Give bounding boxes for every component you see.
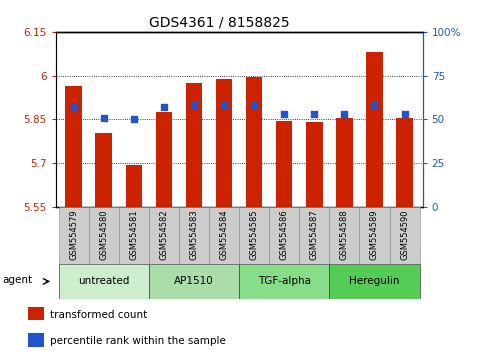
Text: TGF-alpha: TGF-alpha [258, 276, 311, 286]
Text: GSM554586: GSM554586 [280, 209, 289, 259]
FancyBboxPatch shape [359, 207, 389, 264]
FancyBboxPatch shape [209, 207, 239, 264]
FancyBboxPatch shape [389, 207, 420, 264]
Text: Heregulin: Heregulin [349, 276, 400, 286]
Text: GSM554585: GSM554585 [250, 209, 258, 259]
Bar [246, 77, 262, 207]
Bar [28, 333, 44, 347]
Bar [65, 86, 82, 207]
Point [160, 104, 168, 110]
Bar [336, 118, 353, 207]
Point [70, 104, 77, 110]
FancyBboxPatch shape [179, 207, 209, 264]
Text: GSM554581: GSM554581 [129, 209, 138, 259]
Point [190, 103, 198, 108]
Point [280, 112, 288, 117]
FancyBboxPatch shape [329, 264, 420, 299]
Bar [396, 118, 413, 207]
Text: AP1510: AP1510 [174, 276, 214, 286]
Text: transformed count: transformed count [50, 310, 147, 320]
Text: GSM554583: GSM554583 [189, 209, 199, 259]
FancyBboxPatch shape [239, 207, 269, 264]
Point [370, 103, 378, 108]
Bar [276, 121, 293, 207]
FancyBboxPatch shape [58, 207, 89, 264]
FancyBboxPatch shape [58, 264, 149, 299]
Text: GSM554588: GSM554588 [340, 209, 349, 259]
Text: GSM554589: GSM554589 [370, 209, 379, 259]
Text: GSM554582: GSM554582 [159, 209, 169, 259]
Bar [28, 307, 44, 320]
Text: GSM554579: GSM554579 [69, 209, 78, 259]
FancyBboxPatch shape [149, 207, 179, 264]
Point [220, 103, 228, 108]
Bar [216, 79, 232, 207]
FancyBboxPatch shape [119, 207, 149, 264]
Point [401, 112, 409, 117]
FancyBboxPatch shape [299, 207, 329, 264]
Bar [185, 83, 202, 207]
Point [341, 112, 348, 117]
Point [250, 103, 258, 108]
Text: untreated: untreated [78, 276, 129, 286]
FancyBboxPatch shape [269, 207, 299, 264]
Text: GDS4361 / 8158825: GDS4361 / 8158825 [149, 16, 290, 30]
Bar [306, 122, 323, 207]
FancyBboxPatch shape [149, 264, 239, 299]
FancyBboxPatch shape [239, 264, 329, 299]
Bar [126, 165, 142, 207]
Bar [156, 112, 172, 207]
Text: GSM554587: GSM554587 [310, 209, 319, 259]
FancyBboxPatch shape [89, 207, 119, 264]
Bar [96, 133, 112, 207]
Bar [366, 52, 383, 207]
Point [100, 115, 108, 121]
Text: agent: agent [2, 275, 32, 285]
FancyBboxPatch shape [329, 207, 359, 264]
Text: GSM554580: GSM554580 [99, 209, 108, 259]
Text: percentile rank within the sample: percentile rank within the sample [50, 336, 226, 346]
Text: GSM554590: GSM554590 [400, 209, 409, 259]
Point [311, 112, 318, 117]
Point [130, 117, 138, 122]
Text: GSM554584: GSM554584 [220, 209, 228, 259]
